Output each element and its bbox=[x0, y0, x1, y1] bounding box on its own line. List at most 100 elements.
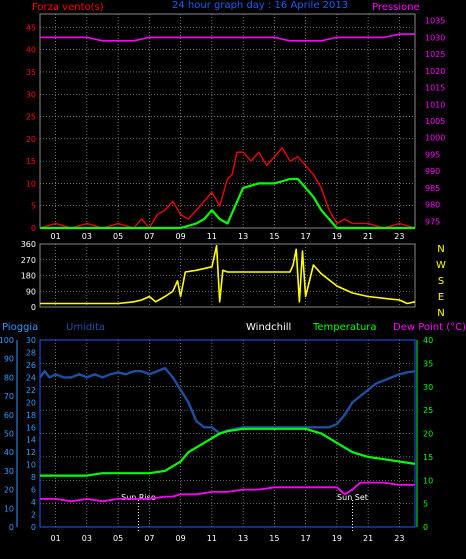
panel2-grid bbox=[39, 243, 416, 308]
rain-tick-label: 100 bbox=[0, 336, 14, 345]
wind-speed-tick-label: 30 bbox=[26, 90, 36, 99]
rain-tick-label: 40 bbox=[4, 448, 14, 457]
temperature-tick-label: 15 bbox=[423, 453, 433, 462]
hour-tick-label: 13 bbox=[238, 232, 248, 241]
direction-tick-label: 180 bbox=[21, 272, 36, 281]
humidity-tick-label: 18 bbox=[26, 411, 36, 420]
pressure-tick-label: 985 bbox=[425, 184, 440, 193]
panel3-ticks: 0102030405060708090100024681012141618202… bbox=[0, 336, 433, 543]
pressure-tick-label: 990 bbox=[425, 167, 440, 176]
hour-tick-label: 23 bbox=[394, 232, 404, 241]
wind-speed-axis-label: Forza vento(s) bbox=[32, 2, 104, 13]
compass-label: N bbox=[437, 244, 444, 255]
direction-tick-label: 0 bbox=[31, 303, 36, 312]
temperature-tick-label: 30 bbox=[423, 383, 433, 392]
temperature-tick-label: 10 bbox=[423, 476, 433, 485]
dew-point-line bbox=[40, 481, 415, 503]
pressure-tick-label: 1015 bbox=[425, 84, 445, 93]
humidity-tick-label: 16 bbox=[26, 423, 36, 432]
humidity-tick-label: 12 bbox=[26, 448, 36, 457]
wind-average-line bbox=[40, 177, 415, 230]
wind-speed-tick-label: 0 bbox=[31, 224, 36, 233]
hour-tick-label: 21 bbox=[363, 232, 373, 241]
temperature-tick-label: 40 bbox=[423, 336, 433, 345]
rain-tick-label: 0 bbox=[9, 523, 14, 532]
compass-label: S bbox=[438, 276, 444, 287]
hour-tick-label: 03 bbox=[82, 534, 92, 543]
temperature-humidity-panel: Pioggia Umidita Windchill Temperatura De… bbox=[0, 322, 466, 543]
hour-tick-label: 07 bbox=[144, 232, 154, 241]
wind-pressure-panel: Forza vento(s) 24 hour graph day : 16 Ap… bbox=[26, 0, 446, 241]
dewpoint-label: Dew Point (°C) bbox=[393, 322, 466, 333]
pressure-tick-label: 1000 bbox=[425, 134, 445, 143]
compass-label: E bbox=[438, 292, 444, 303]
wind-speed-tick-label: 35 bbox=[26, 68, 36, 77]
compass-label: N bbox=[437, 308, 444, 319]
panel1-ticks: 0510152025303540459759809859909951000100… bbox=[26, 17, 446, 241]
humidity-tick-label: 4 bbox=[31, 498, 36, 507]
hour-tick-label: 19 bbox=[332, 232, 342, 241]
hour-tick-label: 01 bbox=[51, 534, 61, 543]
temperature-tick-label: 20 bbox=[423, 430, 433, 439]
panel3-series bbox=[39, 366, 416, 503]
hour-tick-label: 15 bbox=[269, 534, 279, 543]
event-label: Sun Set bbox=[337, 493, 368, 502]
temperature-tick-label: 5 bbox=[423, 500, 428, 509]
hour-tick-label: 03 bbox=[82, 232, 92, 241]
pressure-tick-label: 1010 bbox=[425, 100, 445, 109]
hour-tick-label: 05 bbox=[113, 534, 123, 543]
humidity-tick-label: 10 bbox=[26, 461, 36, 470]
pressure-tick-label: 1030 bbox=[425, 33, 445, 42]
pressure-axis-label: Pressione bbox=[372, 2, 420, 13]
hour-tick-label: 09 bbox=[176, 232, 186, 241]
panel1-series bbox=[39, 33, 416, 230]
pressure-line bbox=[40, 33, 415, 42]
temperature-line bbox=[40, 427, 416, 477]
humidity-tick-label: 24 bbox=[26, 373, 36, 382]
rain-tick-label: 80 bbox=[4, 373, 14, 382]
humidity-tick-label: 2 bbox=[31, 511, 36, 520]
hour-tick-label: 11 bbox=[207, 232, 217, 241]
humidity-tick-label: 22 bbox=[26, 386, 36, 395]
compass-label: W bbox=[436, 260, 446, 271]
wind-speed-tick-label: 40 bbox=[26, 46, 36, 55]
humidity-axis-label: Umidita bbox=[66, 322, 105, 333]
pressure-tick-label: 1005 bbox=[425, 117, 445, 126]
temperature-label: Temperatura bbox=[312, 322, 377, 333]
wind-speed-tick-label: 25 bbox=[26, 113, 36, 122]
humidity-line bbox=[39, 366, 416, 435]
hour-tick-label: 23 bbox=[394, 534, 404, 543]
humidity-tick-label: 28 bbox=[26, 348, 36, 357]
rain-axis-label: Pioggia bbox=[2, 322, 38, 333]
rain-tick-label: 70 bbox=[4, 392, 14, 401]
temperature-tick-label: 25 bbox=[423, 406, 433, 415]
wind-speed-line bbox=[39, 147, 416, 229]
rain-tick-label: 10 bbox=[4, 504, 14, 513]
wind-speed-tick-label: 45 bbox=[26, 23, 36, 32]
rain-tick-label: 90 bbox=[4, 355, 14, 364]
pressure-tick-label: 1020 bbox=[425, 67, 445, 76]
rain-tick-label: 60 bbox=[4, 411, 14, 420]
wind-speed-tick-label: 20 bbox=[26, 135, 36, 144]
rain-tick-label: 50 bbox=[4, 430, 14, 439]
rain-tick-label: 30 bbox=[4, 467, 14, 476]
humidity-tick-label: 8 bbox=[31, 473, 36, 482]
direction-tick-label: 360 bbox=[21, 240, 36, 249]
wind-speed-tick-label: 15 bbox=[26, 157, 36, 166]
humidity-tick-label: 6 bbox=[31, 486, 36, 495]
hour-tick-label: 01 bbox=[51, 232, 61, 241]
wind-speed-tick-label: 5 bbox=[31, 202, 36, 211]
pressure-tick-label: 1035 bbox=[425, 17, 445, 26]
hour-tick-label: 07 bbox=[144, 534, 154, 543]
temperature-tick-label: 35 bbox=[423, 359, 433, 368]
humidity-tick-label: 30 bbox=[26, 336, 36, 345]
plot-frame bbox=[39, 243, 416, 308]
humidity-tick-label: 14 bbox=[26, 436, 36, 445]
direction-tick-label: 90 bbox=[26, 287, 36, 296]
chart-title: 24 hour graph day : 16 Aprile 2013 bbox=[172, 0, 348, 11]
hour-tick-label: 11 bbox=[207, 534, 217, 543]
panel2-series bbox=[40, 245, 416, 305]
hour-tick-label: 09 bbox=[176, 534, 186, 543]
